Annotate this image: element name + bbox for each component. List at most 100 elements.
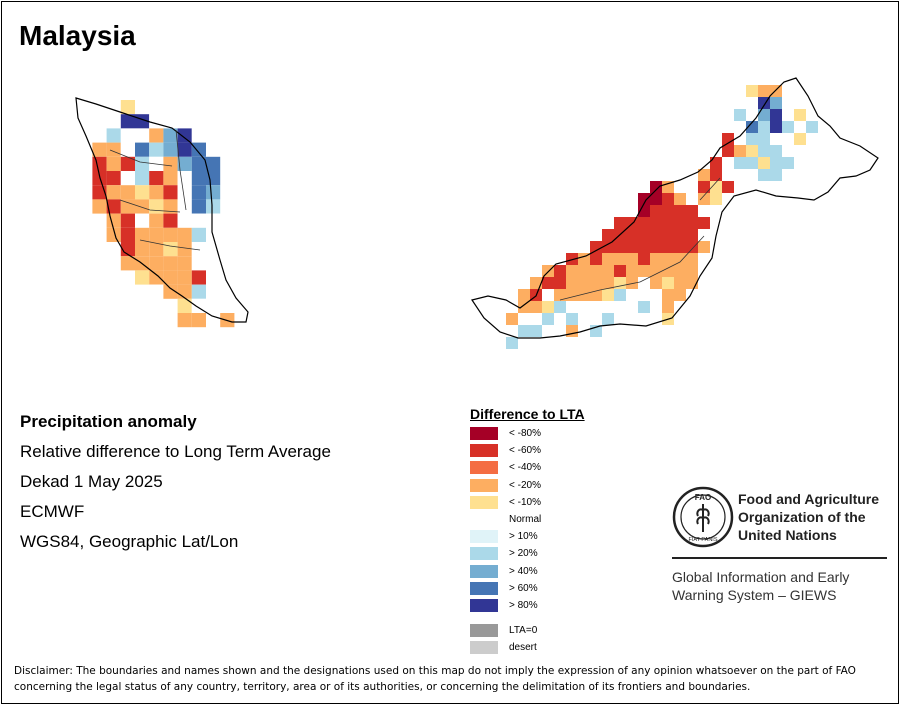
page-title: Malaysia	[19, 20, 136, 51]
borneo-grid-cell	[650, 217, 662, 229]
borneo-grid-cell	[554, 325, 566, 337]
borneo-grid-cell	[734, 109, 746, 121]
borneo-grid-cell	[542, 325, 554, 337]
borneo-grid-cell	[602, 325, 614, 337]
peninsular-grid-cell	[135, 171, 150, 186]
borneo-grid-cell	[650, 265, 662, 277]
peninsular-grid-cell	[206, 313, 221, 328]
fao-name-line-2: Organization of the	[738, 509, 866, 525]
borneo-grid-cell	[542, 289, 554, 301]
borneo-grid-cell	[758, 121, 770, 133]
peninsular-grid-cell	[149, 114, 164, 129]
borneo-grid-cell	[518, 301, 530, 313]
borneo-grid-cell	[566, 253, 578, 265]
borneo-grid-cell	[698, 169, 710, 181]
borneo-grid-cell	[698, 217, 710, 229]
borneo-grid-cell	[614, 241, 626, 253]
peninsular-grid-cell	[120, 227, 135, 242]
fao-name-line-3: United Nations	[738, 527, 837, 543]
peninsular-grid-cell	[191, 213, 206, 228]
peninsular-grid-cell	[106, 171, 121, 186]
legend-label: > 40%	[509, 565, 538, 577]
borneo-grid-cell	[746, 133, 758, 145]
borneo-grid-cell	[650, 253, 662, 265]
borneo-grid-cell	[614, 277, 626, 289]
borneo-grid-cell	[662, 193, 674, 205]
peninsular-grid-cell	[163, 185, 178, 200]
peninsular-grid-cell	[149, 256, 164, 271]
borneo-grid-cell	[722, 157, 734, 169]
borneo-grid-cell	[662, 289, 674, 301]
borneo-grid-cell	[530, 301, 542, 313]
peninsular-grid-cell	[106, 114, 121, 129]
borneo-grid-cell	[626, 301, 638, 313]
legend-swatch	[470, 641, 498, 654]
peninsular-grid-cell	[149, 242, 164, 257]
peninsular-grid-cell	[177, 199, 192, 214]
borneo-grid-cell	[494, 337, 506, 349]
legend-swatch	[470, 495, 498, 509]
borneo-grid-cell	[626, 253, 638, 265]
peninsular-grid-cell	[177, 256, 192, 271]
peninsular-grid-cell	[163, 128, 178, 143]
peninsular-grid-cell	[163, 213, 178, 228]
peninsular-grid-cell	[106, 227, 121, 242]
legend-swatch	[470, 461, 498, 475]
peninsular-grid-cell	[106, 156, 121, 171]
peninsular-grid-cell	[120, 213, 135, 228]
borneo-grid-cell	[662, 253, 674, 265]
peninsular-grid-cell	[191, 171, 206, 186]
peninsular-grid-cell	[163, 142, 178, 157]
legend-swatch	[470, 599, 498, 612]
borneo-grid-cell	[662, 217, 674, 229]
borneo-grid-cell	[710, 169, 722, 181]
legend-label: desert	[509, 642, 537, 653]
precipitation-anomaly-map	[75, 77, 879, 349]
peninsular-grid-cell	[177, 270, 192, 285]
peninsular-grid-cell	[206, 185, 221, 200]
borneo-grid-cell	[566, 301, 578, 313]
peninsular-grid-cell	[163, 114, 178, 129]
peninsular-grid-cell	[120, 100, 135, 115]
peninsular-grid-cell	[177, 171, 192, 186]
borneo-grid-cell	[674, 277, 686, 289]
borneo-grid-cell	[578, 301, 590, 313]
peninsular-grid-cell	[120, 199, 135, 214]
borneo-grid-cell	[722, 145, 734, 157]
borneo-grid-cell	[566, 313, 578, 325]
borneo-grid-cell	[614, 325, 626, 337]
borneo-grid-cell	[566, 265, 578, 277]
peninsular-grid-cell	[177, 242, 192, 257]
borneo-grid-cell	[746, 145, 758, 157]
borneo-grid-cell	[698, 229, 710, 241]
borneo-grid-cell	[626, 313, 638, 325]
legend-swatch	[470, 444, 498, 458]
fao-divider	[672, 557, 887, 559]
borneo-grid-cell	[650, 301, 662, 313]
borneo-grid-cell	[638, 289, 650, 301]
borneo-grid-cell	[734, 169, 746, 181]
borneo-grid-cell	[542, 277, 554, 289]
peninsular-grid-cell	[191, 199, 206, 214]
peninsular-grid-cell	[163, 171, 178, 186]
fao-logo: FAO FIAT PANIS	[672, 486, 734, 548]
peninsular-grid-cell	[206, 284, 221, 299]
borneo-grid-cell	[650, 241, 662, 253]
borneo-grid-cell	[602, 253, 614, 265]
peninsular-malaysia-outline	[75, 97, 249, 323]
peninsular-grid-cell	[206, 298, 221, 313]
borneo-grid-cell	[782, 133, 794, 145]
borneo-grid-cell	[782, 169, 794, 181]
map-heading: Precipitation anomaly	[20, 412, 197, 431]
borneo-grid-cell	[818, 133, 830, 145]
borneo-grid-cell	[638, 265, 650, 277]
peninsular-grid-cell	[206, 156, 221, 171]
borneo-grid-cell	[506, 337, 518, 349]
borneo-grid-cell	[794, 121, 806, 133]
borneo-grid-cell	[758, 169, 770, 181]
borneo-grid-cell	[710, 193, 722, 205]
peninsular-grid-cell	[177, 227, 192, 242]
legend-swatch	[470, 564, 498, 578]
borneo-grid-cell	[650, 205, 662, 217]
borneo-grid-cell	[554, 265, 566, 277]
